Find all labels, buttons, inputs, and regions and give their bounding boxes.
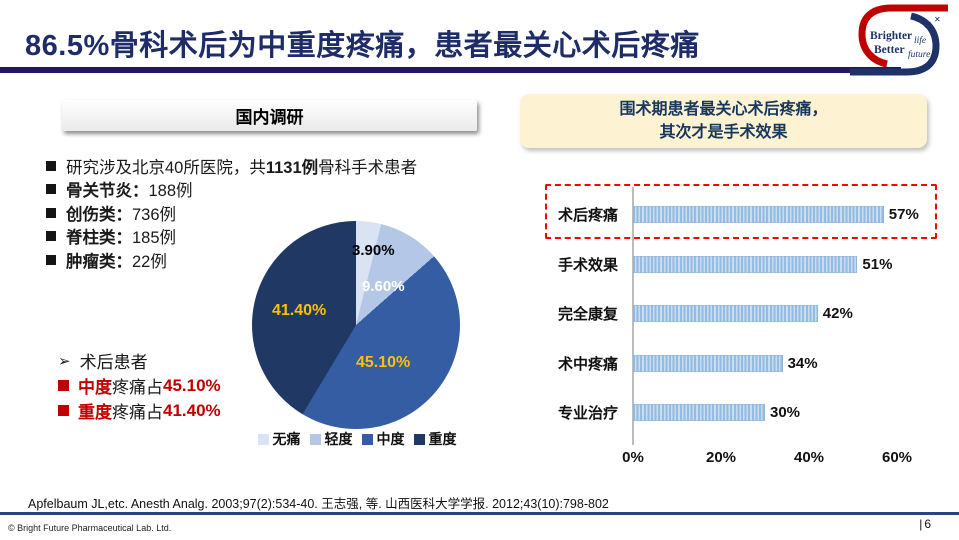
page-number-value: 6 — [924, 517, 931, 531]
research-bullet-list: 研究涉及北京40所医院，共 1131例 骨科手术患者 骨关节炎： 188例 创伤类： 736… — [46, 154, 417, 272]
research-bullet-item: 肿瘤类： 22例 — [46, 248, 417, 272]
right-panel-header: 围术期患者最关心术后疼痛， 其次才是手术效果 — [520, 94, 927, 148]
legend-label: 轻度 — [324, 431, 353, 447]
x-axis-tick-label: 0% — [622, 449, 644, 466]
bullet-text: 185例 — [132, 229, 177, 248]
conclusion-line: 中度 疼痛占 45.10% — [58, 373, 221, 398]
bar-value-label: 57% — [888, 206, 919, 224]
bar-chart-row: 手术效果 51% — [545, 240, 945, 290]
title-divider — [0, 67, 901, 73]
research-bullet-item: 研究涉及北京40所医院，共 1131例 骨科手术患者 — [46, 154, 417, 178]
bar-category-label: 专业治疗 — [558, 405, 619, 423]
bullet-text-strong: 创伤类： — [66, 205, 132, 224]
bar-chart-y-axis-line — [632, 187, 634, 445]
arrow-bullet-icon: ➢ — [58, 352, 71, 370]
bullet-square-icon — [46, 160, 56, 171]
bar-chart-row: 专业治疗 30% — [545, 388, 945, 438]
bullet-square-icon — [46, 184, 56, 195]
bullet-text: 188例 — [148, 182, 193, 201]
conclusion-lead-text: 术后患者 — [79, 353, 148, 372]
red-square-bullet-icon — [58, 380, 69, 391]
conclusion-line: 重度 疼痛占 41.40% — [58, 398, 221, 423]
conclusion-value: 41.40% — [163, 400, 221, 420]
pie-chart — [252, 221, 460, 429]
logo-word-better: Better — [874, 44, 905, 56]
legend-label: 无痛 — [272, 431, 301, 447]
logo-blue-arc-icon — [850, 12, 940, 76]
company-logo: Brighter life Better future ✕ ✕ — [850, 4, 948, 76]
legend-swatch-icon — [309, 433, 321, 445]
legend-label: 重度 — [428, 431, 457, 447]
left-panel-header: 国内调研 — [62, 100, 477, 131]
bar-chart-row: 完全康复 42% — [545, 289, 945, 339]
bar-category-label: 完全康复 — [558, 306, 619, 324]
bullet-square-icon — [46, 254, 56, 265]
pie-legend-item: 轻度 — [309, 429, 353, 449]
conclusion-mid: 疼痛占 — [112, 378, 163, 397]
bar-value-label: 51% — [862, 255, 893, 273]
logo-red-arc-icon — [858, 4, 948, 68]
bullet-text-strong: 脊柱类： — [66, 229, 132, 248]
bar-chart-row: 术中疼痛 34% — [545, 339, 945, 389]
bullet-square-icon — [46, 207, 56, 218]
x-axis-tick-label: 40% — [793, 449, 825, 466]
bullet-text: 研究涉及北京40所医院，共 — [66, 158, 266, 177]
logo-word-future: future — [908, 49, 930, 60]
bar-chart: 术后疼痛 57% 手术效果 51% 完全康复 42% 术中疼痛 34% 专业治疗 30% 0% 20… — [545, 184, 945, 490]
bar-category-label: 术中疼痛 — [558, 355, 619, 373]
x-axis-tick-label: 60% — [881, 449, 913, 466]
red-square-bullet-icon — [58, 405, 69, 416]
conclusion-lead: ➢ 术后患者 — [58, 348, 221, 373]
bullet-text-strong: 肿瘤类： — [66, 252, 132, 271]
bar-chart-row: 术后疼痛 57% — [545, 190, 945, 240]
legend-swatch-icon — [361, 433, 373, 445]
conclusion-value: 45.10% — [163, 375, 221, 395]
conclusion-strong: 中度 — [78, 378, 112, 397]
research-bullet-item: 创伤类： 736例 — [46, 201, 417, 225]
logo-word-life: life — [914, 35, 926, 46]
bar-value-label: 34% — [787, 354, 818, 372]
bar-segment — [633, 206, 884, 224]
research-bullet-item: 脊柱类： 185例 — [46, 225, 417, 249]
bullet-text: 22例 — [132, 252, 167, 271]
research-bullet-item: 骨关节炎： 188例 — [46, 178, 417, 202]
bar-segment — [633, 255, 858, 273]
legend-swatch-icon — [257, 433, 269, 445]
bar-value-label: 30% — [770, 404, 801, 422]
pie-legend-item: 无痛 — [257, 429, 301, 449]
pie-chart-legend: 无痛 轻度 中度 重度 — [242, 429, 472, 449]
right-header-line1: 围术期患者最关心术后疼痛， — [619, 101, 828, 118]
bar-segment — [633, 354, 783, 372]
page-title: 86.5%骨科术后为中重度疼痛，患者最关心术后疼痛 — [25, 30, 700, 62]
conclusion-strong: 重度 — [78, 403, 112, 422]
bar-category-label: 手术效果 — [558, 256, 619, 274]
legend-swatch-icon — [413, 433, 425, 445]
x-axis-tick-label: 20% — [705, 449, 737, 466]
bar-value-label: 42% — [822, 305, 853, 323]
bullet-text: 736例 — [132, 205, 177, 224]
bar-segment — [633, 305, 818, 323]
pie-legend-item: 重度 — [413, 429, 457, 449]
logo-sparkle-icon: ✕ — [925, 20, 932, 29]
copyright-text: © Bright Future Pharmaceutical Lab. Ltd. — [8, 523, 172, 533]
bullet-text: 骨科手术患者 — [318, 158, 418, 177]
conclusion-block: ➢ 术后患者 中度 疼痛占 45.10% 重度 疼痛占 41.40% — [58, 348, 221, 423]
legend-label: 中度 — [376, 431, 405, 447]
pie-legend-item: 中度 — [361, 429, 405, 449]
page-number: | 6 — [919, 517, 931, 531]
bullet-text-strong: 1131例 — [265, 158, 319, 177]
right-header-line2: 其次才是手术效果 — [659, 124, 788, 141]
footer-divider — [0, 512, 959, 515]
bar-chart-x-axis: 0% 20% 40% 60% — [545, 449, 945, 469]
bullet-text-strong: 骨关节炎： — [66, 182, 149, 201]
conclusion-mid: 疼痛占 — [112, 403, 163, 422]
bar-segment — [633, 404, 765, 422]
page-number-separator: | — [919, 517, 923, 531]
bar-category-label: 术后疼痛 — [558, 207, 619, 225]
reference-citation: Apfelbaum JL,etc. Anesth Analg. 2003;97(… — [28, 497, 609, 511]
bullet-square-icon — [46, 231, 56, 242]
logo-sparkle-icon: ✕ — [934, 15, 941, 24]
logo-word-brighter: Brighter — [870, 30, 912, 42]
